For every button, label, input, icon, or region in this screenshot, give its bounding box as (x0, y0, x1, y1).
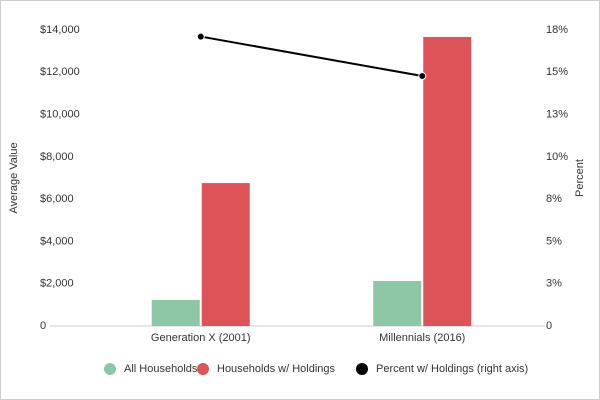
y2-tick-label: 15% (546, 66, 568, 78)
y-axis-title: Average Value (8, 142, 20, 213)
y-tick-label: $2,000 (40, 278, 74, 290)
line-point (196, 32, 205, 41)
y-tick-label: $8,000 (40, 151, 74, 163)
line-point (418, 72, 427, 81)
bar (373, 280, 422, 326)
bar (201, 183, 250, 326)
y2-tick-label: 8% (546, 193, 562, 205)
line (200, 35, 423, 78)
legend-label: Households w/ Holdings (217, 363, 336, 375)
y2-tick-label: 13% (546, 108, 568, 120)
y-tick-label: 0 (40, 320, 46, 332)
legend-marker (104, 363, 116, 375)
bar (151, 299, 200, 326)
legend-marker (356, 363, 368, 375)
y2-tick-label: 0 (546, 320, 552, 332)
y2-tick-label: 18% (546, 24, 568, 36)
x-tick-label: Millennials (2016) (379, 332, 465, 344)
legend-label: Percent w/ Holdings (right axis) (376, 363, 528, 375)
y2-tick-label: 3% (546, 278, 562, 290)
y-tick-label: $14,000 (40, 24, 80, 36)
y2-axis-title: Percent (574, 159, 586, 197)
y-tick-label: $10,000 (40, 108, 80, 120)
y2-tick-label: 10% (546, 151, 568, 163)
legend-label: All Households (124, 363, 198, 375)
y-tick-label: $12,000 (40, 66, 80, 78)
x-tick-label: Generation X (2001) (151, 332, 251, 344)
y-tick-label: $6,000 (40, 193, 74, 205)
y-tick-label: $4,000 (40, 235, 74, 247)
bar (423, 36, 472, 326)
legend-marker (197, 363, 209, 375)
y2-tick-label: 5% (546, 235, 562, 247)
